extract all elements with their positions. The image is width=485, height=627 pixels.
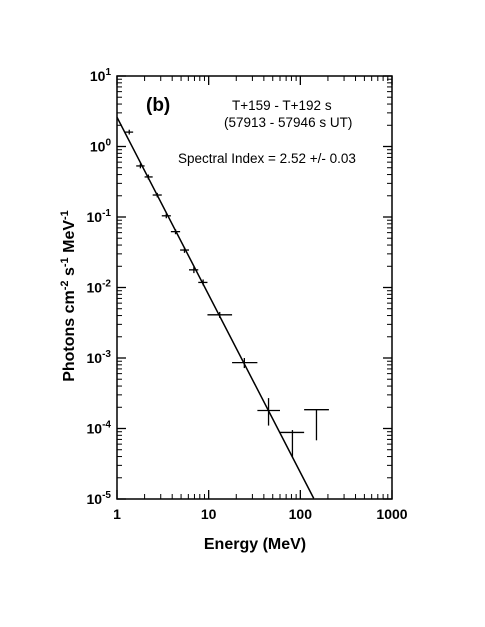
panel-label: (b)	[146, 95, 170, 116]
y-major-ticks	[117, 75, 392, 500]
y-axis-title: Photons cm-2 s-1 MeV-1	[59, 210, 78, 382]
x-major-ticks	[116, 76, 393, 499]
data-points	[124, 129, 329, 458]
x-tick-label: 10	[201, 506, 217, 522]
data-point	[304, 409, 329, 441]
annotation-spectral-index: Spectral Index = 2.52 +/- 0.03	[178, 151, 356, 166]
y-tick-label: 10-4	[87, 420, 112, 437]
data-point	[188, 266, 199, 274]
y-tick-label: 101	[90, 67, 112, 84]
data-point	[232, 358, 258, 369]
x-tick-label: 1	[113, 506, 121, 522]
data-point	[136, 163, 145, 169]
y-minor-ticks	[117, 78, 392, 479]
x-tick-labels: 1 10 100 1000	[113, 506, 408, 522]
fit-line	[116, 116, 315, 499]
x-minor-ticks	[144, 76, 389, 499]
annotation-ut-range: (57913 - 57946 s UT)	[224, 115, 352, 130]
y-tick-label: 10-1	[87, 208, 112, 225]
annotation-time-range: T+159 - T+192 s	[232, 98, 332, 113]
y-tick-label: 10-2	[87, 279, 112, 296]
y-tick-labels: 101 100 10-1 10-2 10-3 10-4 10-5	[87, 67, 112, 507]
y-tick-label: 10-5	[87, 490, 112, 507]
data-point	[124, 129, 134, 135]
x-tick-label: 100	[289, 506, 313, 522]
data-point	[279, 430, 305, 458]
x-axis-title: Energy (MeV)	[204, 536, 306, 553]
y-tick-label: 10-3	[87, 349, 112, 366]
x-tick-label: 1000	[376, 506, 407, 522]
plot-frame	[116, 75, 393, 500]
y-tick-label: 100	[90, 138, 112, 155]
